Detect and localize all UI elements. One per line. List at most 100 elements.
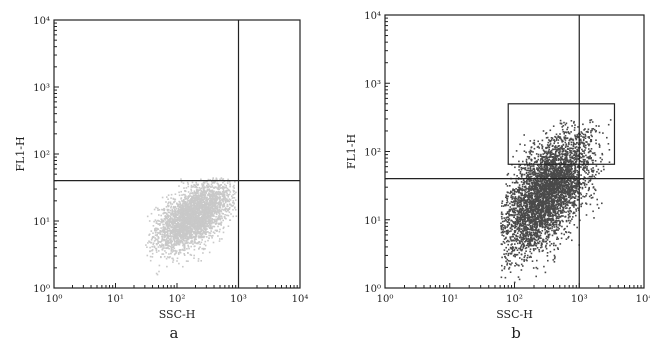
- data-point: [206, 218, 209, 220]
- data-point: [229, 206, 231, 209]
- data-point: [177, 209, 179, 212]
- data-point: [211, 227, 213, 230]
- data-point: [174, 212, 176, 214]
- data-point: [213, 218, 215, 221]
- data-point: [592, 186, 595, 188]
- data-point: [191, 230, 194, 233]
- data-point: [182, 213, 185, 215]
- data-point: [226, 200, 229, 203]
- data-point: [171, 244, 173, 246]
- data-point: [183, 210, 186, 212]
- data-point: [188, 208, 190, 210]
- data-point: [506, 185, 509, 187]
- data-point: [165, 240, 168, 243]
- data-point: [185, 197, 188, 200]
- data-point: [214, 219, 216, 222]
- data-point: [203, 213, 205, 215]
- data-point: [174, 242, 176, 245]
- data-point: [154, 237, 156, 239]
- data-point: [183, 225, 186, 228]
- data-point: [192, 209, 194, 212]
- data-point: [544, 214, 546, 217]
- data-point: [557, 238, 559, 240]
- data-point: [162, 223, 164, 226]
- data-point: [197, 226, 199, 229]
- data-point: [168, 211, 171, 214]
- data-point: [553, 161, 556, 163]
- data-point: [180, 249, 182, 251]
- data-point: [171, 230, 174, 233]
- data-point: [209, 232, 212, 234]
- data-point: [216, 182, 219, 185]
- data-point: [222, 198, 224, 200]
- data-point: [199, 243, 201, 245]
- data-point: [197, 260, 200, 262]
- data-point: [185, 195, 187, 198]
- data-point: [200, 234, 203, 237]
- data-point: [539, 183, 541, 185]
- data-point: [207, 186, 209, 188]
- data-point: [212, 202, 215, 204]
- data-point: [154, 227, 157, 230]
- data-point: [525, 194, 528, 196]
- data-point: [179, 228, 181, 230]
- data-point: [151, 249, 153, 252]
- data-point: [167, 194, 170, 196]
- data-point: [197, 258, 200, 260]
- data-point: [517, 230, 520, 232]
- data-point: [542, 184, 544, 187]
- data-point: [159, 241, 162, 243]
- data-point: [164, 250, 166, 252]
- data-point: [215, 212, 218, 214]
- data-point: [194, 215, 197, 217]
- data-point: [568, 231, 570, 233]
- data-point: [216, 195, 218, 198]
- data-point: [232, 201, 235, 204]
- data-point: [187, 252, 189, 254]
- data-point: [150, 230, 153, 232]
- data-point: [564, 139, 567, 141]
- data-point: [232, 209, 234, 211]
- data-point: [567, 219, 570, 222]
- data-point: [219, 199, 221, 201]
- data-point: [174, 200, 176, 203]
- data-point: [187, 185, 190, 188]
- data-point: [586, 160, 589, 162]
- data-point: [202, 221, 205, 224]
- data-point: [200, 207, 202, 209]
- data-point: [222, 227, 225, 230]
- data-point: [228, 200, 231, 203]
- data-point: [207, 220, 210, 222]
- data-point: [198, 235, 201, 237]
- data-point: [175, 230, 178, 232]
- data-point: [220, 224, 222, 226]
- data-point: [179, 236, 182, 239]
- data-point: [191, 181, 194, 184]
- data-point: [172, 245, 175, 248]
- data-point: [524, 205, 526, 207]
- data-point: [187, 242, 189, 244]
- data-point: [154, 219, 157, 221]
- data-point: [568, 208, 571, 210]
- data-point: [166, 237, 168, 240]
- data-point: [182, 202, 184, 205]
- data-point: [202, 194, 204, 197]
- data-point: [547, 164, 550, 166]
- data-point: [199, 217, 201, 220]
- data-point: [185, 260, 188, 262]
- data-point: [159, 231, 161, 234]
- data-point: [206, 188, 209, 191]
- data-point: [201, 185, 204, 188]
- data-point: [160, 214, 162, 217]
- data-point: [147, 242, 149, 244]
- data-point: [181, 200, 183, 202]
- data-point: [172, 205, 175, 208]
- data-point: [153, 240, 156, 242]
- data-point: [213, 187, 216, 189]
- data-point: [200, 225, 202, 228]
- data-point: [206, 183, 209, 185]
- data-point: [163, 228, 165, 231]
- data-point: [196, 211, 198, 213]
- data-point: [550, 176, 552, 178]
- data-point: [520, 231, 523, 233]
